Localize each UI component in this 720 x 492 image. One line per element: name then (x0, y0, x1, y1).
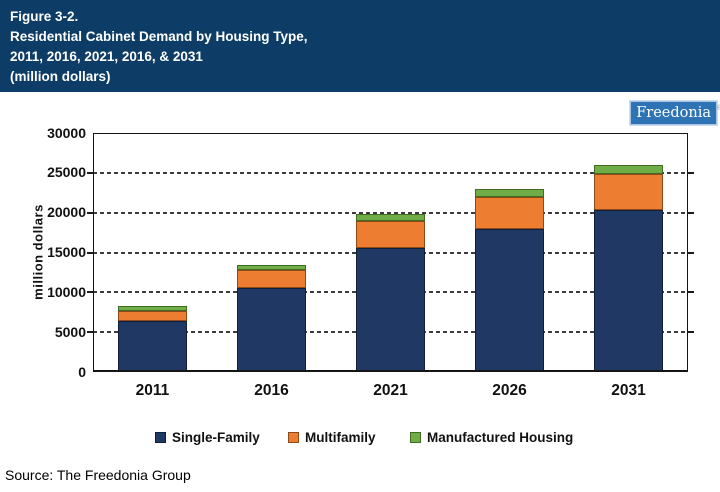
x-axis-label-2011: 2011 (135, 382, 170, 399)
legend-item-multifamily: Multifamily (288, 429, 376, 445)
bar-segment-single-family-2016 (237, 288, 306, 372)
right-tick-20000 (688, 211, 694, 214)
legend-item-manufactured-housing: Manufactured Housing (410, 429, 573, 445)
figure-title: Residential Cabinet Demand by Housing Ty… (10, 29, 308, 44)
left-tick-25000 (87, 171, 93, 174)
chart-legend: Single-Family Multifamily Manufactured Hou… (0, 429, 720, 447)
bar-segment-manufactured-housing-2011 (118, 306, 187, 311)
bar-segment-multifamily-2021 (356, 221, 425, 249)
registered-trademark-icon: ® (716, 105, 720, 112)
y-tick-label-30000: 30000 (47, 124, 86, 141)
bar-segment-single-family-2011 (118, 320, 187, 372)
legend-label-single-family: Single-Family (172, 429, 260, 445)
x-axis-label-2021: 2021 (373, 382, 408, 399)
legend-swatch-manufactured-housing (410, 431, 421, 443)
freedonia-logo: Freedonia ® (630, 101, 720, 125)
bar-segment-multifamily-2011 (118, 310, 187, 321)
bar-segment-single-family-2031 (594, 209, 663, 372)
left-tick-10000 (87, 291, 93, 294)
x-axis-label-2031: 2031 (611, 382, 646, 399)
left-tick-20000 (87, 211, 93, 214)
plot-area (93, 133, 688, 372)
legend-swatch-multifamily (288, 431, 299, 443)
bar-segment-multifamily-2016 (237, 270, 306, 289)
legend-label-manufactured-housing: Manufactured Housing (427, 429, 574, 445)
y-tick-label-5000: 5000 (54, 323, 86, 340)
y-tick-label-10000: 10000 (47, 283, 86, 300)
right-tick-10000 (688, 291, 694, 294)
x-axis-label-2016: 2016 (254, 382, 289, 399)
figure-number: Figure 3-2. (10, 9, 79, 24)
x-axis-labels: 2011 2016 2021 2026 2031 (93, 382, 688, 402)
bar-segment-single-family-2026 (475, 229, 544, 372)
bar-segment-single-family-2021 (356, 248, 425, 372)
gridline-20000 (93, 211, 688, 214)
left-tick-5000 (87, 331, 93, 334)
y-tick-label-25000: 25000 (47, 164, 86, 181)
bar-segment-manufactured-housing-2031 (594, 165, 663, 175)
figure-title-block: Figure 3-2. Residential Cabinet Demand b… (0, 0, 720, 92)
y-tick-label-20000: 20000 (47, 204, 86, 221)
legend-item-single-family: Single-Family (155, 429, 260, 445)
bar-segment-manufactured-housing-2016 (237, 265, 306, 271)
bar-segment-manufactured-housing-2026 (475, 189, 544, 197)
bar-segment-multifamily-2026 (475, 196, 544, 229)
x-axis-label-2026: 2026 (492, 382, 527, 399)
figure-units: (million dollars) (10, 69, 111, 84)
right-tick-25000 (688, 171, 694, 174)
y-tick-label-0: 0 (78, 363, 86, 380)
y-tick-label-15000: 15000 (47, 244, 86, 260)
source-note: Source: The Freedonia Group (5, 467, 191, 483)
left-tick-15000 (87, 251, 93, 254)
figure-years: 2011, 2016, 2021, 2016, & 2031 (10, 49, 203, 64)
legend-swatch-single-family (155, 431, 166, 443)
bar-segment-multifamily-2031 (594, 174, 663, 210)
bar-segment-manufactured-housing-2021 (356, 213, 425, 222)
right-tick-5000 (688, 331, 694, 334)
legend-label-multifamily: Multifamily (305, 429, 376, 445)
right-tick-15000 (688, 251, 694, 254)
freedonia-logo-text: Freedonia (636, 105, 711, 121)
gridline-25000 (93, 171, 688, 174)
